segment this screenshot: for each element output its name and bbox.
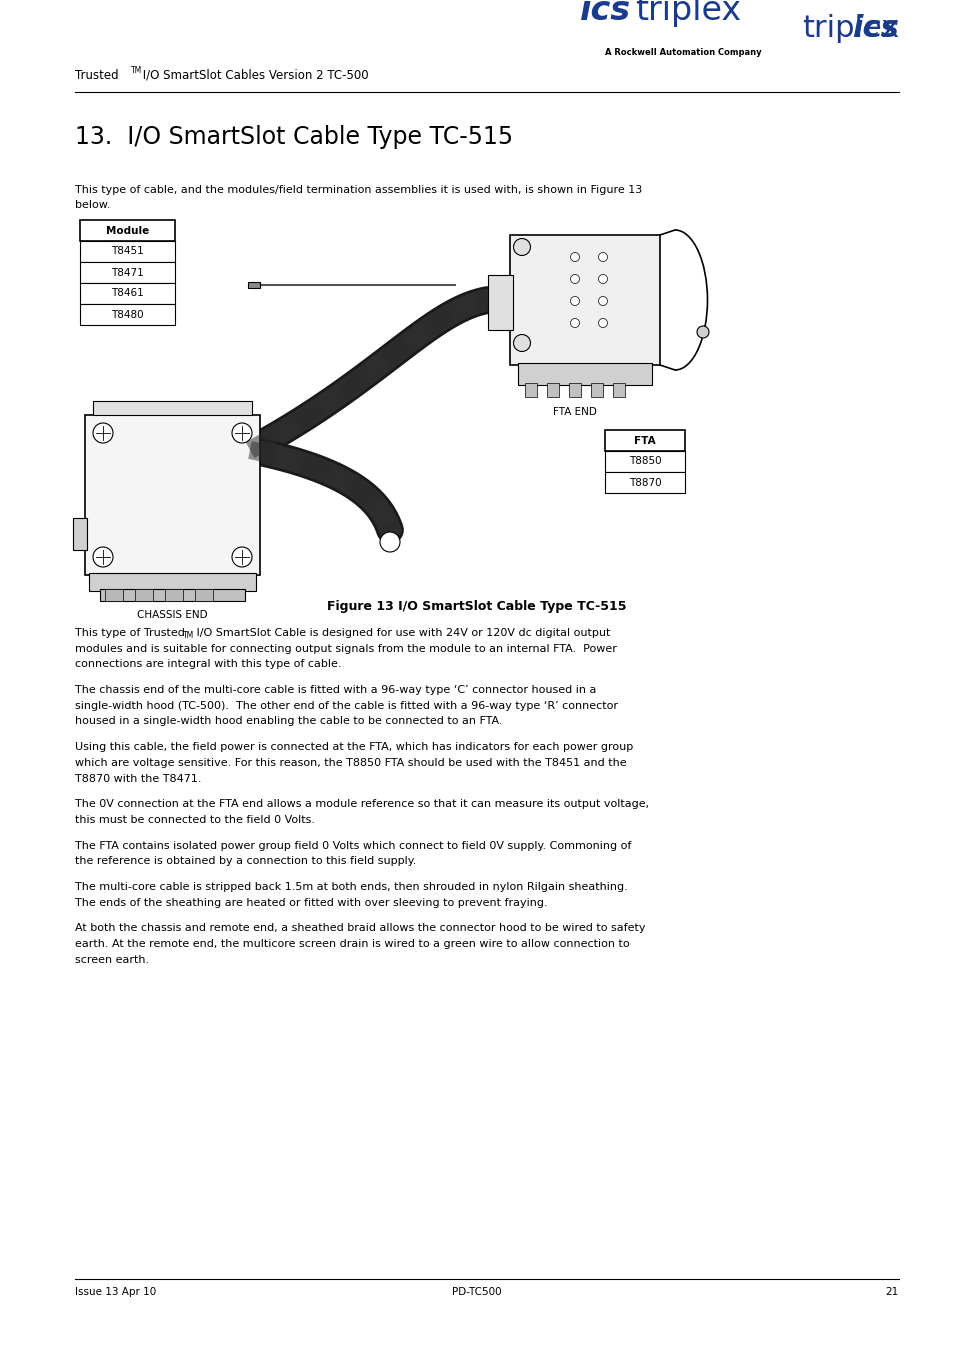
Text: TM: TM xyxy=(131,66,142,76)
Circle shape xyxy=(598,274,607,284)
Text: The multi-core cable is stripped back 1.5m at both ends, then shrouded in nylon : The multi-core cable is stripped back 1.… xyxy=(75,882,627,892)
Bar xyxy=(524,382,537,397)
Text: ics: ics xyxy=(579,0,631,27)
Text: The FTA contains isolated power group field 0 Volts which connect to field 0V su: The FTA contains isolated power group fi… xyxy=(75,840,631,851)
Bar xyxy=(80,262,174,282)
Circle shape xyxy=(570,274,578,284)
Text: this must be connected to the field 0 Volts.: this must be connected to the field 0 Vo… xyxy=(75,815,314,825)
Text: At both the chassis and remote end, a sheathed braid allows the connector hood t: At both the chassis and remote end, a sh… xyxy=(75,924,645,934)
Text: ics: ics xyxy=(851,14,898,43)
Bar xyxy=(80,220,174,240)
Circle shape xyxy=(513,239,530,255)
Circle shape xyxy=(697,326,708,338)
Bar xyxy=(248,282,260,288)
Text: the reference is obtained by a connection to this field supply.: the reference is obtained by a connectio… xyxy=(75,857,416,866)
Text: Module: Module xyxy=(106,226,149,235)
Bar xyxy=(80,282,174,304)
Text: Figure 13 I/O SmartSlot Cable Type TC-515: Figure 13 I/O SmartSlot Cable Type TC-51… xyxy=(327,600,626,613)
Circle shape xyxy=(232,423,252,443)
Text: I/O SmartSlot Cables Version 2 TC-500: I/O SmartSlot Cables Version 2 TC-500 xyxy=(139,69,368,82)
Text: The chassis end of the multi-core cable is fitted with a 96-way type ‘C’ connect: The chassis end of the multi-core cable … xyxy=(75,685,596,696)
Bar xyxy=(89,573,255,590)
Bar xyxy=(135,589,152,601)
Text: below.: below. xyxy=(75,200,111,211)
Bar xyxy=(604,471,684,493)
Text: 21: 21 xyxy=(884,1288,898,1297)
Text: T8451: T8451 xyxy=(111,246,144,257)
Circle shape xyxy=(598,296,607,305)
Text: T8461: T8461 xyxy=(111,289,144,299)
Text: This type of Trusted: This type of Trusted xyxy=(75,628,185,638)
Text: T8870: T8870 xyxy=(628,477,660,488)
Text: FTA END: FTA END xyxy=(553,407,597,417)
Bar xyxy=(546,382,558,397)
Bar xyxy=(568,382,580,397)
Text: The ends of the sheathing are heated or fitted with over sleeving to prevent fra: The ends of the sheathing are heated or … xyxy=(75,898,547,908)
Circle shape xyxy=(598,253,607,262)
Bar xyxy=(80,304,174,326)
Text: triplex: triplex xyxy=(801,14,898,43)
Text: Issue 13 Apr 10: Issue 13 Apr 10 xyxy=(75,1288,156,1297)
Text: connections are integral with this type of cable.: connections are integral with this type … xyxy=(75,659,341,669)
Circle shape xyxy=(92,423,112,443)
Bar xyxy=(92,401,252,415)
Bar xyxy=(517,363,651,385)
Text: FTA: FTA xyxy=(634,435,655,446)
Text: This type of cable, and the modules/field termination assemblies it is used with: This type of cable, and the modules/fiel… xyxy=(75,185,641,195)
Text: A Rockwell Automation Company: A Rockwell Automation Company xyxy=(604,49,760,57)
Bar xyxy=(590,382,602,397)
Bar xyxy=(510,235,659,365)
Text: housed in a single-width hood enabling the cable to be connected to an FTA.: housed in a single-width hood enabling t… xyxy=(75,716,502,727)
Circle shape xyxy=(92,547,112,567)
Circle shape xyxy=(513,335,530,351)
Circle shape xyxy=(232,547,252,567)
Text: I/O SmartSlot Cable is designed for use with 24V or 120V dc digital output: I/O SmartSlot Cable is designed for use … xyxy=(193,628,610,638)
Text: 13.  I/O SmartSlot Cable Type TC-515: 13. I/O SmartSlot Cable Type TC-515 xyxy=(75,126,513,149)
Text: T8471: T8471 xyxy=(111,267,144,277)
Bar xyxy=(105,589,123,601)
Bar xyxy=(100,589,245,601)
Text: modules and is suitable for connecting output signals from the module to an inte: modules and is suitable for connecting o… xyxy=(75,643,617,654)
Bar xyxy=(604,430,684,451)
Text: single-width hood (TC-500).  The other end of the cable is fitted with a 96-way : single-width hood (TC-500). The other en… xyxy=(75,701,618,711)
Bar xyxy=(194,589,213,601)
Text: screen earth.: screen earth. xyxy=(75,955,149,965)
Bar xyxy=(80,240,174,262)
Text: earth. At the remote end, the multicore screen drain is wired to a green wire to: earth. At the remote end, the multicore … xyxy=(75,939,629,950)
Bar xyxy=(85,415,260,576)
Bar xyxy=(604,451,684,471)
Bar xyxy=(613,382,624,397)
Text: Trusted: Trusted xyxy=(75,69,118,82)
Text: PD-TC500: PD-TC500 xyxy=(452,1288,501,1297)
Bar xyxy=(165,589,183,601)
Text: Using this cable, the field power is connected at the FTA, which has indicators : Using this cable, the field power is con… xyxy=(75,742,633,753)
Text: The 0V connection at the FTA end allows a module reference so that it can measur: The 0V connection at the FTA end allows … xyxy=(75,800,648,809)
Text: T8870 with the T8471.: T8870 with the T8471. xyxy=(75,774,201,784)
Text: which are voltage sensitive. For this reason, the T8850 FTA should be used with : which are voltage sensitive. For this re… xyxy=(75,758,626,767)
Bar xyxy=(73,517,87,550)
Circle shape xyxy=(570,319,578,327)
Text: triplex: triplex xyxy=(635,0,740,27)
Circle shape xyxy=(379,532,399,553)
Circle shape xyxy=(570,296,578,305)
Bar xyxy=(488,276,513,330)
Text: TM: TM xyxy=(183,631,194,640)
Text: CHASSIS END: CHASSIS END xyxy=(137,611,208,620)
Circle shape xyxy=(598,319,607,327)
Text: T8480: T8480 xyxy=(112,309,144,319)
Circle shape xyxy=(570,253,578,262)
Text: T8850: T8850 xyxy=(628,457,660,466)
